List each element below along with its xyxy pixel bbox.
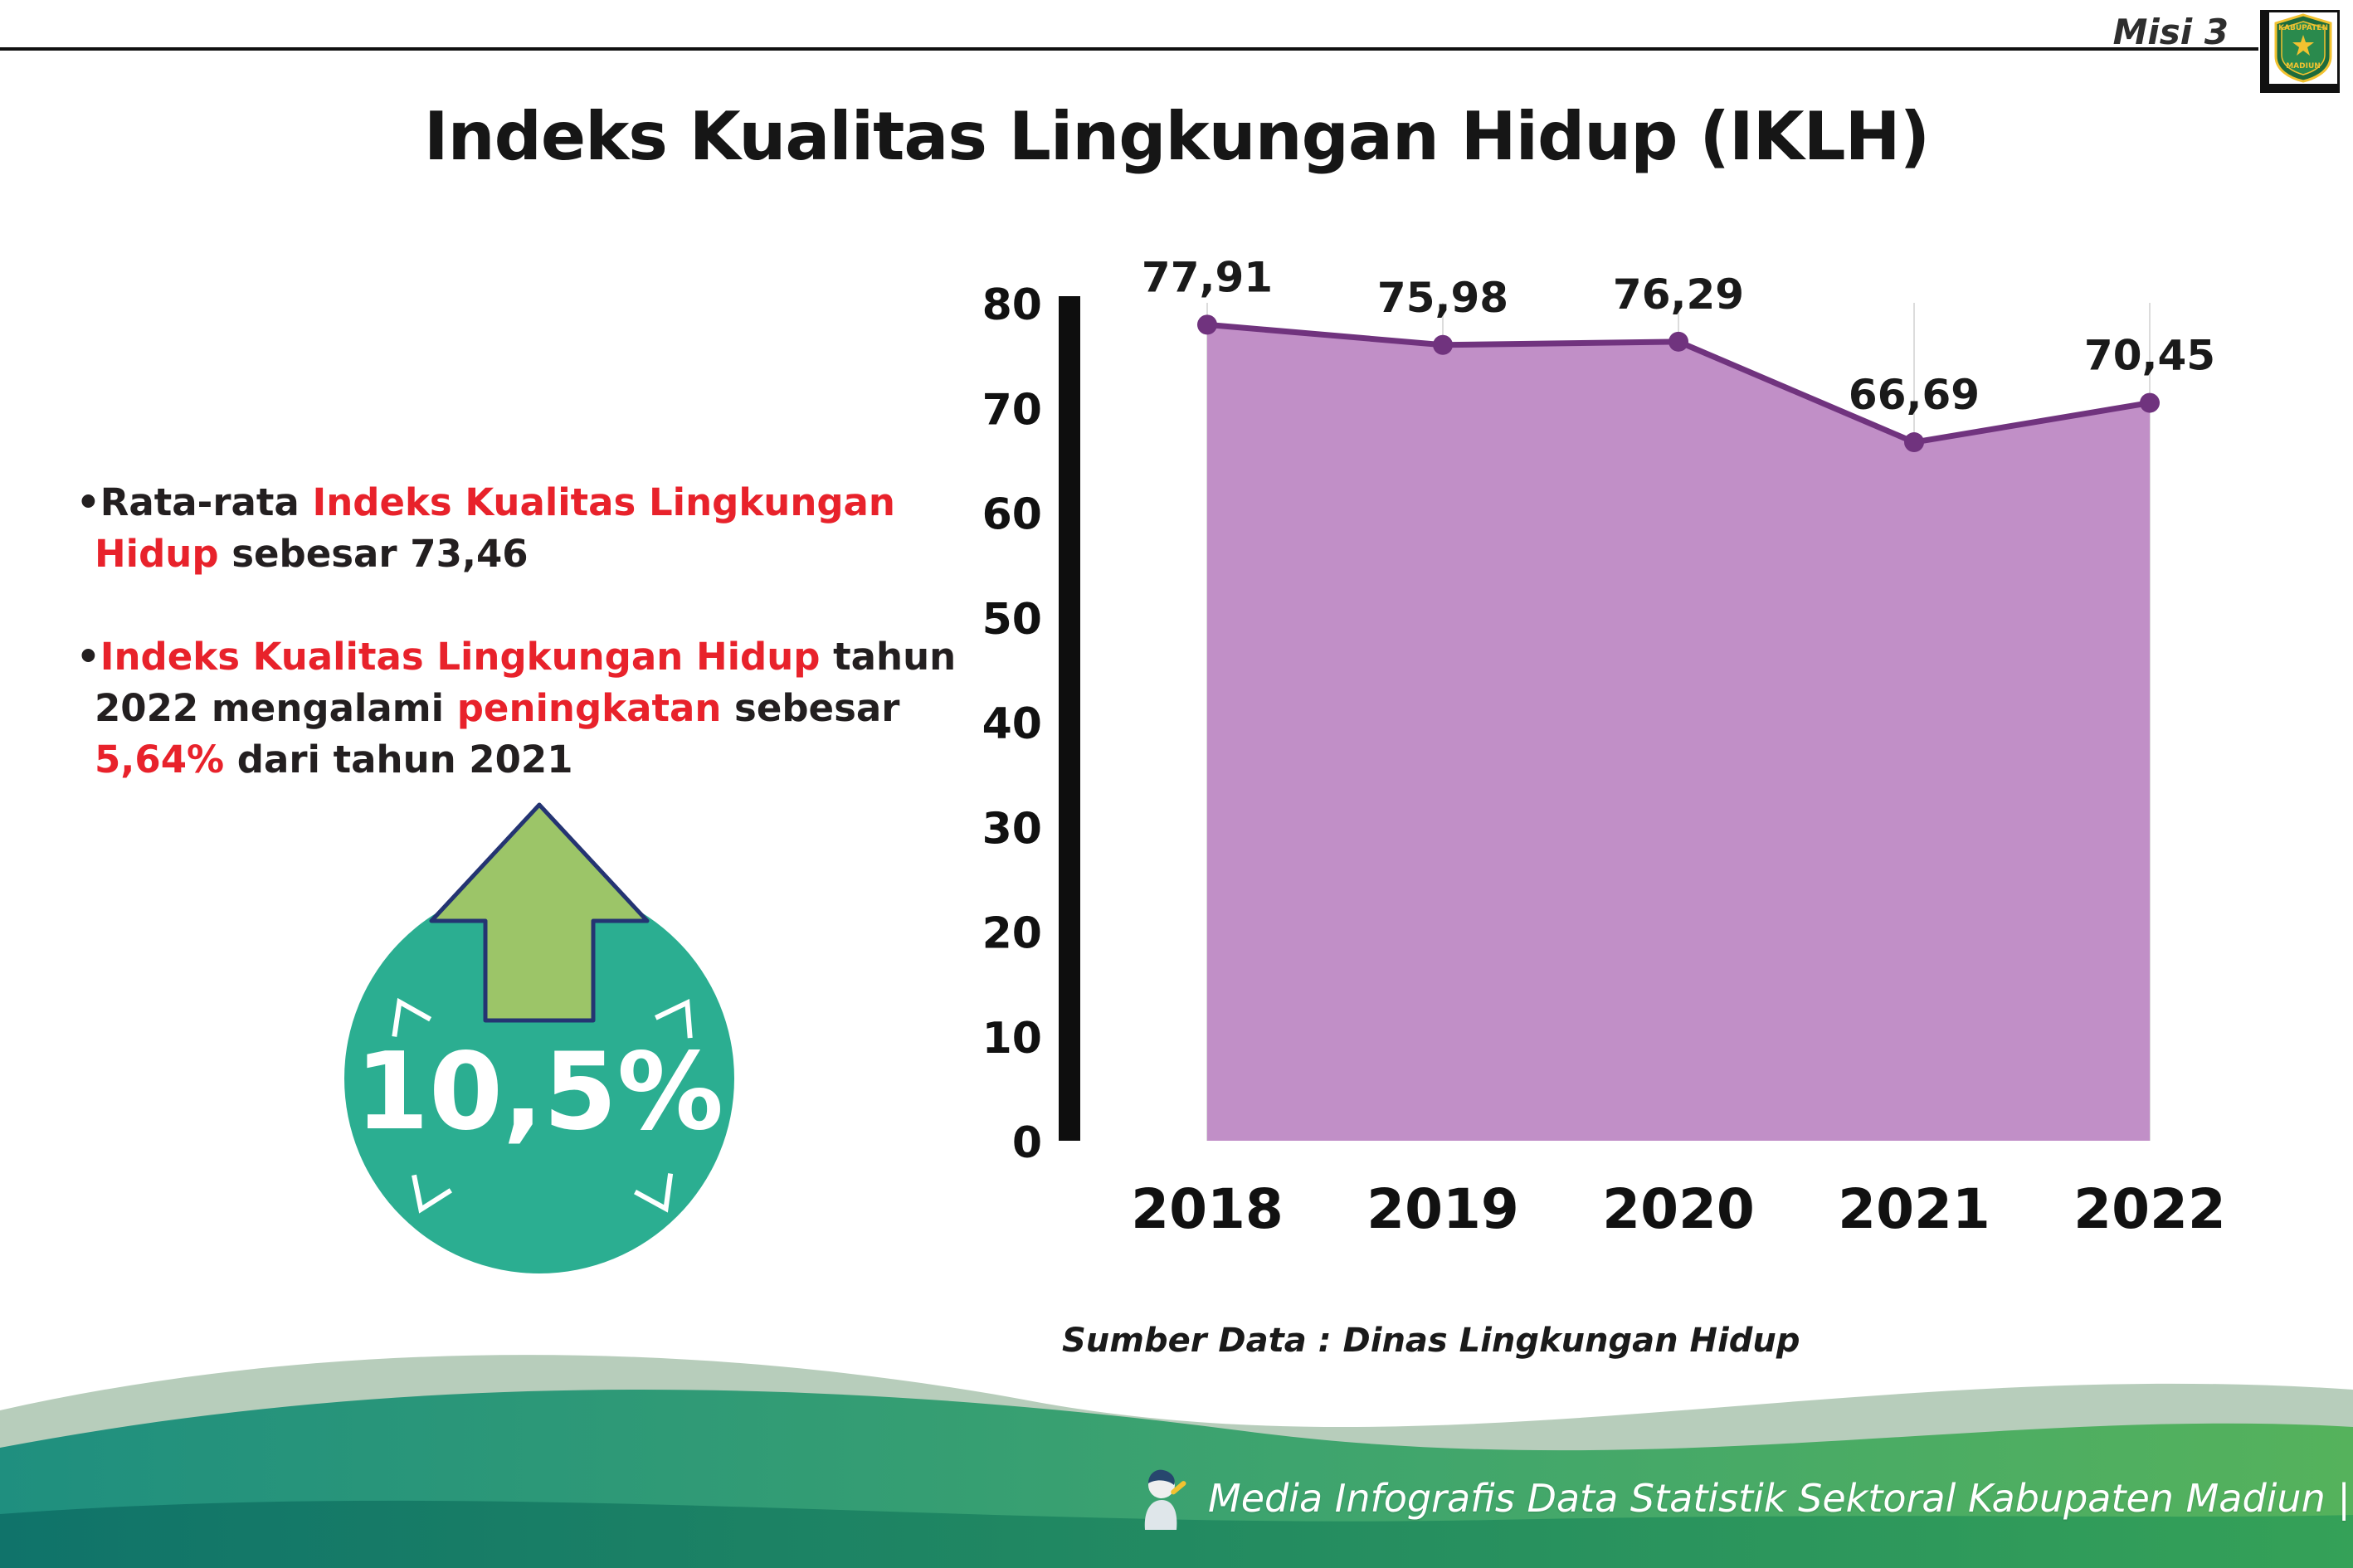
badge-circle: [344, 884, 734, 1273]
area-fill: [1207, 324, 2150, 1142]
footer-credit: Media Infografis Data Statistik Sektoral…: [1128, 1463, 2351, 1533]
data-point-label: 76,29: [1613, 270, 1744, 319]
y-tick-label: 60: [982, 490, 1042, 540]
data-point: [2140, 392, 2160, 413]
kabupaten-madiun-logo: KABUPATEN MADIUN: [2260, 10, 2340, 93]
logo-text-bottom: MADIUN: [2286, 62, 2321, 71]
x-axis-label: 2021: [1838, 1177, 1990, 1241]
bullet-dot: •: [76, 480, 100, 524]
data-point-label: 75,98: [1377, 274, 1508, 322]
footer-wave-decoration: [0, 1355, 2353, 1568]
bullet2-seg2: tahun 2022 mengalami: [95, 635, 957, 731]
mascot-icon: [1144, 1469, 1186, 1530]
badge-tick-marks: [392, 997, 693, 1214]
bullet1-seg2-highlight: Indeks Kualitas Lingkungan Hidup: [95, 480, 895, 577]
bullet1-seg1: Rata-rata: [100, 480, 313, 524]
x-axis-label: 2022: [2073, 1177, 2226, 1241]
bullet2-seg6: dari tahun 2021: [224, 738, 573, 782]
up-arrow-icon: [429, 802, 650, 1023]
y-tick-label: 0: [1012, 1118, 1042, 1168]
data-point: [1904, 432, 1924, 453]
data-point-label: 70,45: [2084, 332, 2215, 380]
bullet2-seg5-highlight: 5,64%: [95, 738, 225, 782]
bullet-dot: •: [76, 635, 100, 679]
badge-graphic: 10,5%: [344, 802, 734, 1273]
y-tick-label: 10: [982, 1014, 1042, 1064]
bullet2-seg3-highlight: peningkatan: [456, 686, 722, 731]
chart-source-caption: Sumber Data : Dinas Lingkungan Hidup: [1062, 1322, 1800, 1360]
page-title: Indeks Kualitas Lingkungan Hidup (IKLH): [423, 98, 1930, 175]
badge-value: 10,5%: [355, 1030, 723, 1154]
data-point-label: 77,91: [1142, 253, 1273, 301]
bullet2-seg4: sebesar: [721, 686, 900, 731]
y-tick-label: 70: [982, 385, 1042, 435]
bullet1-seg3: sebesar 73,46: [218, 532, 529, 577]
bullet-average-iklh: •Rata-rata Indeks Kualitas Lingkungan Hi…: [76, 477, 981, 580]
header-divider-line: [0, 47, 2258, 51]
iklh-chart-section: 0 10 20 30 40 50 60 70 80 77,91 2018 75,98 2019 76,29…: [921, 245, 2232, 1360]
data-point: [1669, 331, 1688, 352]
bullet-increase-2022: •Indeks Kualitas Lingkungan Hidup tahun …: [76, 631, 981, 786]
y-tick-label: 40: [982, 699, 1042, 749]
iklh-area-chart: 0 10 20 30 40 50 60 70 80 77,91 2018 75,98 2019 76,29…: [982, 253, 2226, 1241]
data-point-label: 66,69: [1849, 371, 1980, 419]
x-axis-label: 2018: [1131, 1177, 1284, 1241]
increase-percentage-badge: 10,5%: [307, 730, 772, 1278]
data-point: [1197, 314, 1217, 335]
bullet2-seg1-highlight: Indeks Kualitas Lingkungan Hidup: [100, 635, 821, 679]
data-point: [1433, 334, 1453, 355]
y-tick-label: 80: [982, 280, 1042, 330]
key-points: •Rata-rata Indeks Kualitas Lingkungan Hi…: [76, 477, 981, 837]
x-axis-label: 2019: [1366, 1177, 1519, 1241]
x-axis-label: 2020: [1602, 1177, 1755, 1241]
logo-text-top: KABUPATEN: [2278, 24, 2328, 32]
regency-crest-icon: KABUPATEN MADIUN: [2274, 13, 2332, 83]
misi-label: Misi 3: [2112, 12, 2229, 52]
y-tick-label: 30: [982, 804, 1042, 854]
footer-credit-text: Media Infografis Data Statistik Sektoral…: [1208, 1476, 2351, 1521]
y-tick-label: 50: [982, 595, 1042, 645]
y-tick-label: 20: [982, 909, 1042, 959]
y-axis-bar: [1059, 296, 1080, 1141]
